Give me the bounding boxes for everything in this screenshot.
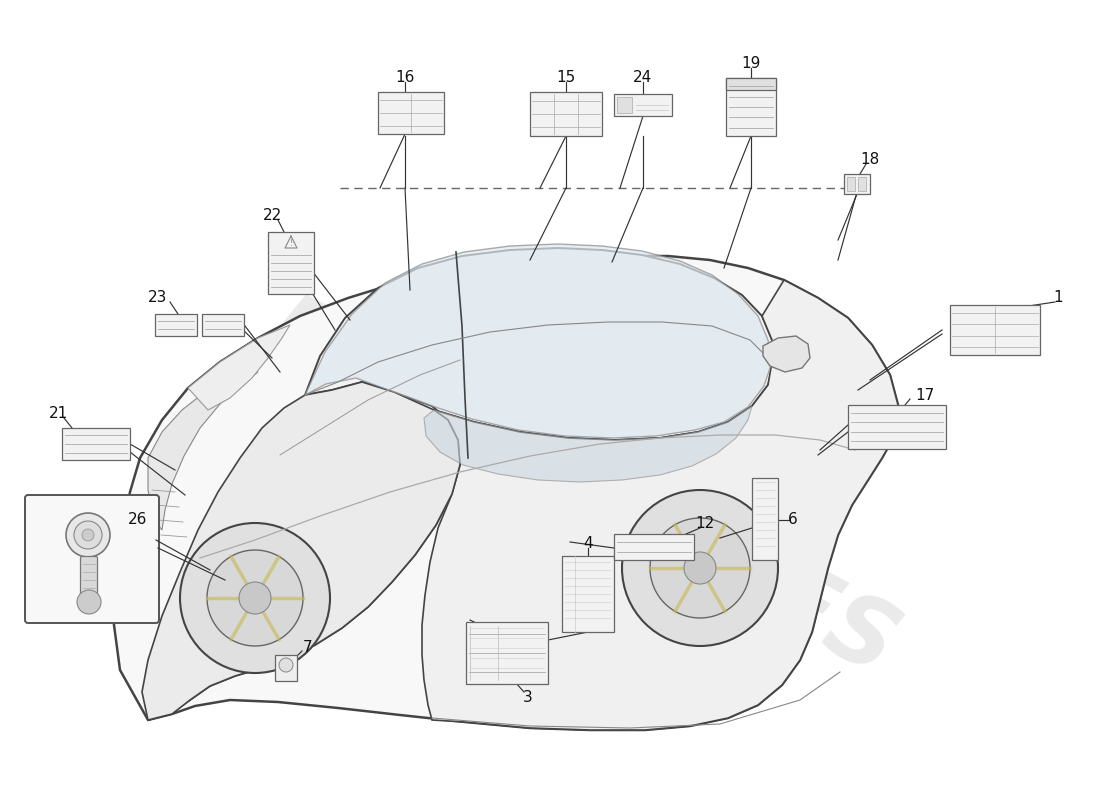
Circle shape bbox=[684, 552, 716, 584]
FancyBboxPatch shape bbox=[617, 97, 632, 113]
Text: 26: 26 bbox=[129, 513, 147, 527]
Polygon shape bbox=[148, 382, 460, 720]
Text: 4: 4 bbox=[583, 537, 593, 551]
FancyBboxPatch shape bbox=[847, 177, 855, 191]
Text: 3: 3 bbox=[524, 690, 532, 706]
FancyBboxPatch shape bbox=[844, 174, 870, 194]
FancyBboxPatch shape bbox=[275, 655, 297, 681]
FancyBboxPatch shape bbox=[752, 478, 778, 560]
Text: !: ! bbox=[289, 238, 293, 247]
Polygon shape bbox=[148, 368, 258, 530]
Circle shape bbox=[207, 550, 302, 646]
Text: 24: 24 bbox=[634, 70, 652, 86]
FancyBboxPatch shape bbox=[858, 177, 866, 191]
Polygon shape bbox=[112, 256, 898, 730]
Polygon shape bbox=[188, 325, 290, 410]
Text: a passion for parts since 1985: a passion for parts since 1985 bbox=[368, 464, 751, 686]
Polygon shape bbox=[763, 336, 810, 372]
Text: 7: 7 bbox=[304, 641, 312, 655]
Text: 12: 12 bbox=[695, 517, 715, 531]
Circle shape bbox=[279, 658, 293, 672]
FancyBboxPatch shape bbox=[614, 534, 694, 560]
Polygon shape bbox=[142, 382, 460, 720]
FancyBboxPatch shape bbox=[726, 78, 775, 136]
Text: 18: 18 bbox=[860, 153, 880, 167]
FancyBboxPatch shape bbox=[62, 428, 130, 460]
Polygon shape bbox=[305, 248, 774, 440]
Text: 21: 21 bbox=[48, 406, 67, 422]
FancyBboxPatch shape bbox=[378, 92, 444, 134]
Text: 1: 1 bbox=[1053, 290, 1063, 306]
Circle shape bbox=[621, 490, 778, 646]
Polygon shape bbox=[305, 244, 772, 438]
Text: 16: 16 bbox=[395, 70, 415, 86]
Text: 22: 22 bbox=[263, 209, 282, 223]
Circle shape bbox=[77, 590, 101, 614]
FancyBboxPatch shape bbox=[726, 78, 775, 90]
Polygon shape bbox=[424, 406, 752, 482]
Text: 23: 23 bbox=[148, 290, 167, 306]
Text: EUROSPARES: EUROSPARES bbox=[249, 285, 911, 695]
FancyBboxPatch shape bbox=[950, 305, 1040, 355]
FancyBboxPatch shape bbox=[25, 495, 160, 623]
Circle shape bbox=[82, 529, 94, 541]
Circle shape bbox=[74, 521, 102, 549]
FancyBboxPatch shape bbox=[155, 314, 197, 336]
Text: 19: 19 bbox=[741, 57, 761, 71]
Circle shape bbox=[180, 523, 330, 673]
FancyBboxPatch shape bbox=[614, 94, 672, 116]
FancyBboxPatch shape bbox=[848, 405, 946, 449]
FancyBboxPatch shape bbox=[562, 556, 614, 632]
Circle shape bbox=[239, 582, 271, 614]
FancyBboxPatch shape bbox=[530, 92, 602, 136]
FancyBboxPatch shape bbox=[80, 557, 98, 599]
Polygon shape bbox=[422, 280, 898, 730]
Circle shape bbox=[66, 513, 110, 557]
Circle shape bbox=[650, 518, 750, 618]
Text: 17: 17 bbox=[915, 387, 935, 402]
FancyBboxPatch shape bbox=[466, 622, 548, 684]
FancyBboxPatch shape bbox=[202, 314, 244, 336]
FancyBboxPatch shape bbox=[268, 232, 313, 294]
Text: 6: 6 bbox=[788, 513, 798, 527]
Text: 15: 15 bbox=[557, 70, 575, 86]
